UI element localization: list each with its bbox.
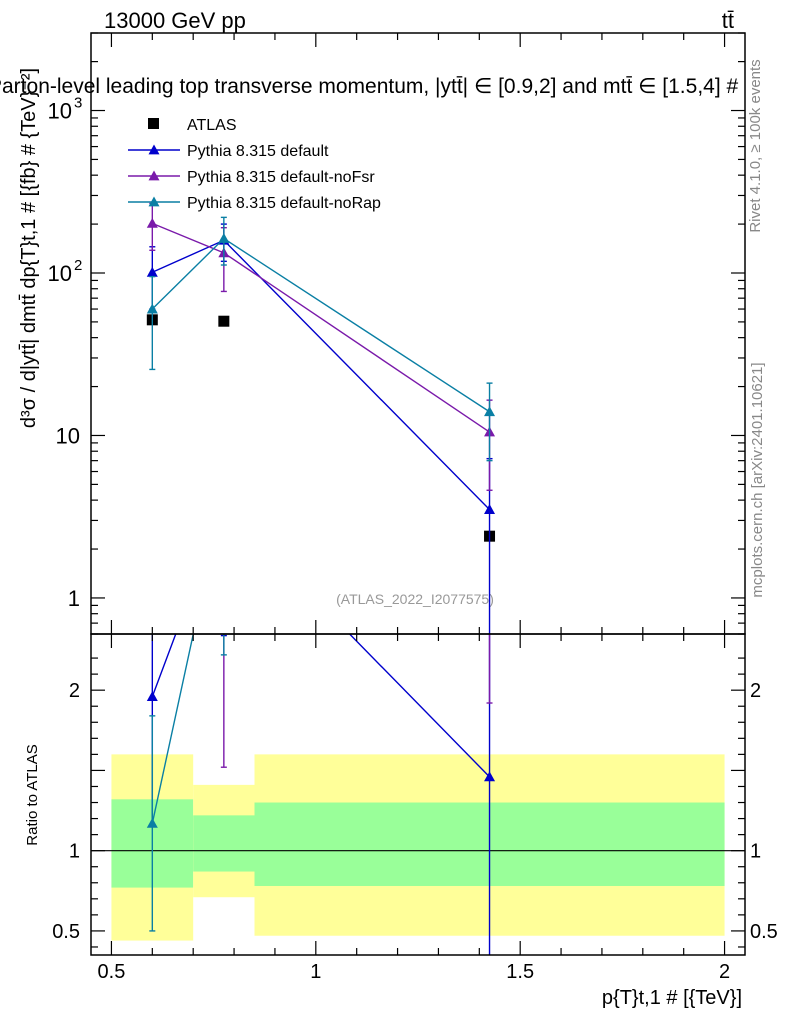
main-point-pythia-8-315-default-norap <box>146 303 158 314</box>
ratio-point-pythia-8-315-default-nofsr <box>147 377 158 387</box>
ratio-y-tick-label-left: 2 <box>69 680 80 702</box>
legend: ATLAS Pythia 8.315 default Pythia 8.315 de… <box>128 117 381 212</box>
x-axis-label: p{T}t,1 # [{TeV}] <box>602 987 742 1009</box>
main-point-pythia-8-315-default <box>484 504 496 514</box>
watermark-label: (ATLAS_2022_I2077575) <box>336 591 494 607</box>
main-point-atlas <box>218 315 230 327</box>
ratio-frame <box>90 633 746 956</box>
ratio-point-pythia-8-315-default-norap <box>146 817 158 828</box>
ratio-series <box>146 304 496 955</box>
y-tick-label: 10 <box>56 423 80 448</box>
band-green <box>193 815 255 872</box>
ratio-point-pythia-8-315-default-nofsr <box>218 584 229 594</box>
legend-label: ATLAS <box>187 117 237 134</box>
side-label-rivet: Rivet 4.1.0, ≥ 100k events <box>747 59 764 232</box>
main-point-pythia-8-315-default-nofsr <box>146 217 158 228</box>
ratio-y-tick-label-right: 2 <box>750 680 761 702</box>
y-tick-label: 10 <box>48 99 72 124</box>
legend-marker-atlas <box>148 118 159 129</box>
main-line-pythia-8-315-default-norap <box>151 237 490 413</box>
header-right: tt̄ <box>722 8 734 33</box>
ratio-y-tick-label-left: 0.5 <box>52 921 80 943</box>
x-tick-label: 0.5 <box>98 961 126 983</box>
ratio-point-pythia-8-315-default <box>484 771 496 782</box>
main-y-axis-label: d³σ / d|ytt̄| dmtt̄ dp{T}t,1 # [{fb} # {… <box>18 68 40 428</box>
legend-marker <box>148 196 160 207</box>
header-left: 13000 GeV pp <box>104 8 246 33</box>
legend-label: Pythia 8.315 default <box>187 143 329 160</box>
y-tick-label-exponent: 2 <box>74 257 82 274</box>
ratio-line-pythia-8-315-default-norap <box>151 634 195 824</box>
ratio-y-tick-label-left: 1 <box>69 841 80 863</box>
y-tick-label: 10 <box>48 261 72 286</box>
ratio-line-pythia-8-315-default-nofsr <box>152 310 489 589</box>
main-line-pythia-8-315-default-nofsr <box>152 222 490 433</box>
y-tick-label-exponent: 3 <box>74 95 82 112</box>
ratio-y-tick-label-right: 1 <box>750 841 761 863</box>
main-line-pythia-8-315-default <box>152 239 491 511</box>
main-series <box>146 202 496 634</box>
side-label-mcplots: mcplots.cern.ch [arXiv:2401.10621] <box>749 362 766 597</box>
ratio-y-axis-label: Ratio to ATLAS <box>24 744 41 845</box>
x-tick-label: 1.5 <box>506 961 534 983</box>
ratio-y-tick-label-right: 0.5 <box>750 921 778 943</box>
main-point-pythia-8-315-default-norap <box>484 406 496 417</box>
ratio-point-pythia-8-315-default-nofsr <box>484 304 495 314</box>
axis-ticks <box>91 32 745 955</box>
ratio-line-pythia-8-315-default <box>151 634 491 778</box>
ratio-point-pythia-8-315-default-norap <box>218 487 229 497</box>
x-tick-label: 2 <box>719 961 730 983</box>
main-point-pythia-8-315-default <box>146 266 158 277</box>
ratio-point-pythia-8-315-default <box>218 500 229 510</box>
legend-label: Pythia 8.315 default-noRap <box>187 195 381 212</box>
ratio-point-pythia-8-315-default <box>146 691 158 701</box>
y-tick-label: 1 <box>68 586 80 611</box>
ratio-bands <box>111 754 725 941</box>
main-point-pythia-8-315-default-norap <box>218 233 230 243</box>
plot-title: Parton-level leading top transverse mome… <box>0 75 739 98</box>
legend-marker <box>148 170 160 181</box>
legend-marker <box>148 144 160 155</box>
legend-label: Pythia 8.315 default-noFsr <box>187 169 375 186</box>
x-tick-label: 1 <box>310 961 321 983</box>
